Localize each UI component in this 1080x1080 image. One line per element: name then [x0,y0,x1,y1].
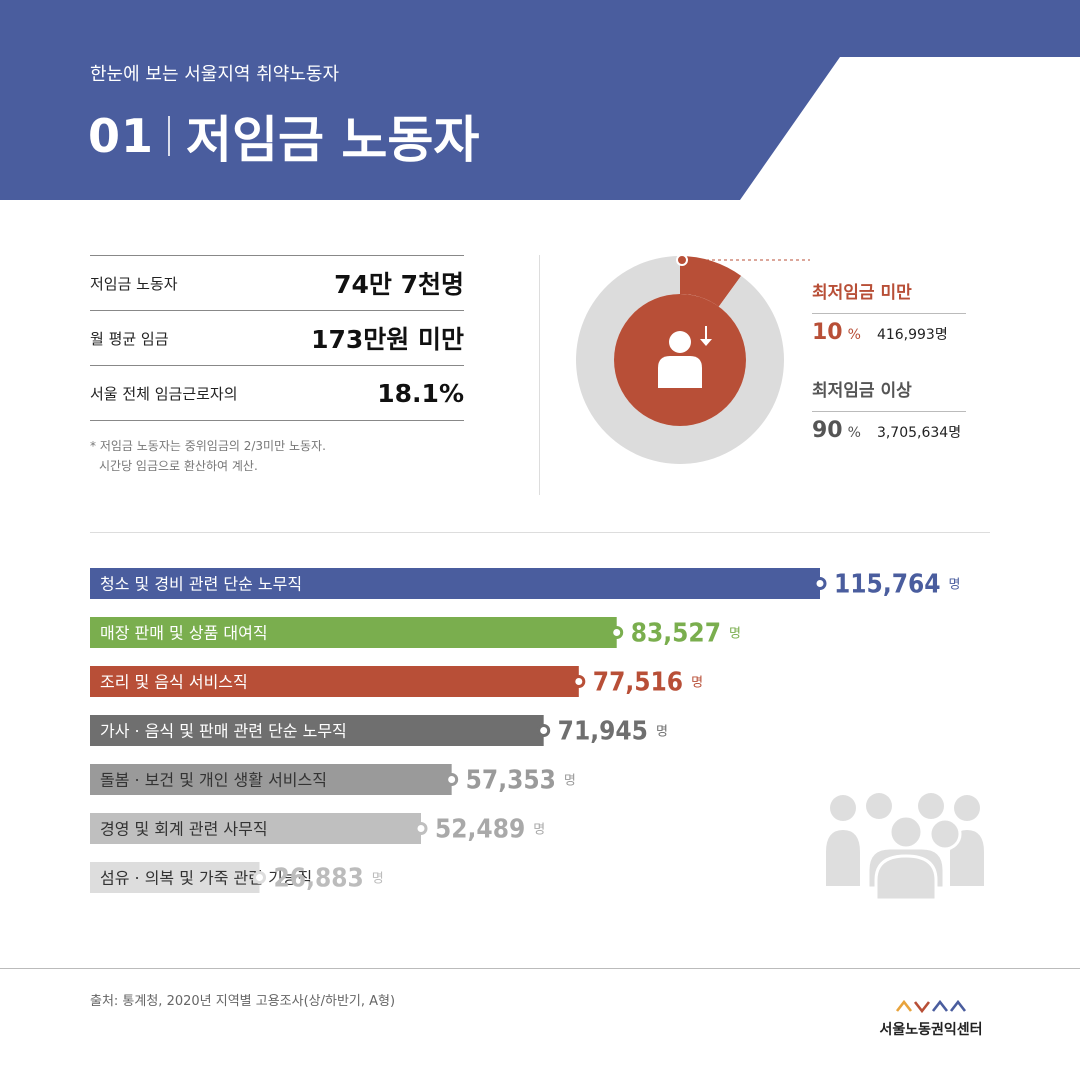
legend-percent-unit: % [847,327,861,343]
page-title: 01 저임금 노동자 [88,100,479,172]
vertical-divider [539,255,540,495]
bar-end-dot [572,675,586,688]
bar [90,666,579,697]
legend-count: 3,705,634명 [876,425,962,441]
stats-table: 저임금 노동자 74만 7천명 월 평균 임금 173만원 미만 서울 전체 임… [90,255,464,421]
bar-category-label: 청소 및 경비 관련 단순 노무직 [100,575,302,594]
stat-row: 저임금 노동자 74만 7천명 [90,256,464,311]
header-kicker: 한눈에 보는 서울지역 취약노동자 [90,64,340,85]
legend-percent-unit: % [847,425,861,441]
horizontal-divider [90,532,990,533]
bar [90,862,260,893]
legend-below-min: 최저임금 미만 10 % 416,993명 [812,278,966,345]
leader-dot [676,254,688,266]
bar [90,568,820,599]
bar-category-label: 조리 및 음식 서비스직 [100,673,248,692]
legend-percent: 10 [812,320,843,345]
source-note: 출처: 통계청, 2020년 지역별 고용조사(상/하반기, A형) [90,994,396,1009]
legend-title: 최저임금 미만 [812,283,912,303]
bar-value-label: 26,883 [274,864,364,894]
stat-label: 월 평균 임금 [90,329,169,348]
bar-unit-label: 명 [372,872,384,887]
legend-values: 90 % 3,705,634명 [812,418,966,443]
bar [90,764,452,795]
bar-unit-label: 명 [533,823,545,838]
bar-unit-label: 명 [691,676,703,691]
bar [90,715,544,746]
bar-value-label: 77,516 [593,668,683,698]
stat-value: 18.1% [377,378,464,408]
bar-row: 매장 판매 및 상품 대여직 83,527 명 [90,617,741,649]
bar-row: 가사 · 음식 및 판매 관련 단순 노무직 71,945 명 [90,715,668,747]
section-title: 저임금 노동자 [186,111,480,169]
bar [90,813,421,844]
header-banner: 한눈에 보는 서울지역 취약노동자 01 저임금 노동자 [0,0,1080,200]
footnote: * 저임금 노동자는 중위임금의 2/3미만 노동자. 시간당 임금으로 환산하… [90,436,326,476]
bar-row: 돌봄 · 보건 및 개인 생활 서비스직 57,353 명 [90,764,576,796]
bar-category-label: 가사 · 음식 및 판매 관련 단순 노무직 [100,722,347,741]
footnote-line-2: 시간당 임금으로 환산하여 계산. [99,459,258,473]
bar-unit-label: 명 [949,578,961,593]
bar-end-dot [537,724,551,737]
person-down-arrow-icon [658,326,712,388]
bar-end-dot [813,577,827,590]
bar-row: 경영 및 회계 관련 사무직 52,489 명 [90,813,545,845]
bar [90,617,617,648]
legend-percent: 90 [812,418,843,443]
bar-row: 청소 및 경비 관련 단순 노무직 115,764 명 [90,568,961,600]
legend-title: 최저임금 이상 [812,381,912,401]
bar-value-label: 52,489 [435,815,525,845]
bar-category-label: 매장 판매 및 상품 대여직 [100,624,268,643]
stat-label: 서울 전체 임금근로자의 [90,384,238,403]
stat-value: 173만원 미만 [311,325,464,354]
bar-category-label: 돌봄 · 보건 및 개인 생활 서비스직 [100,771,327,790]
bar-end-dot [445,773,459,786]
bar-unit-label: 명 [656,725,668,740]
stat-row: 서울 전체 임금근로자의 18.1% [90,366,464,421]
legend-values: 10 % 416,993명 [812,320,966,345]
title-divider [168,116,171,156]
bar-value-label: 57,353 [466,766,556,796]
bar-unit-label: 명 [564,774,576,789]
section-number: 01 [88,109,155,163]
bar-category-label: 경영 및 회계 관련 사무직 [100,820,268,839]
donut-chart [576,254,810,464]
bar-unit-label: 명 [729,627,741,642]
legend-above-min: 최저임금 이상 90 % 3,705,634명 [812,376,966,443]
bar-chart: 청소 및 경비 관련 단순 노무직 115,764 명매장 판매 및 상품 대여직 8… [90,568,984,902]
bar-end-dot [253,871,267,884]
donut-slice-1 [680,256,742,307]
stat-row: 월 평균 임금 173만원 미만 [90,311,464,366]
footer-divider [0,968,1080,969]
footnote-line-1: * 저임금 노동자는 중위임금의 2/3미만 노동자. [90,439,326,453]
donut-slice-2 [576,256,784,464]
bar-value-label: 115,764 [834,570,941,600]
bar-end-dot [414,822,428,835]
legend-line [812,313,966,314]
legend-line [812,411,966,412]
bar-end-dot [610,626,624,639]
logo-text: 서울노동권익센터 [879,1022,983,1038]
bar-value-label: 83,527 [631,619,721,649]
legend-count: 416,993명 [876,327,948,343]
header-background [0,0,1080,200]
stat-label: 저임금 노동자 [90,274,178,293]
people-group-icon [826,793,984,902]
logo-mark-icon [895,999,967,1014]
bar-row: 조리 및 음식 서비스직 77,516 명 [90,666,703,698]
stat-value: 74만 7천명 [334,270,464,299]
bar-value-label: 71,945 [558,717,648,747]
center-logo: 서울노동권익센터 [866,998,996,1039]
